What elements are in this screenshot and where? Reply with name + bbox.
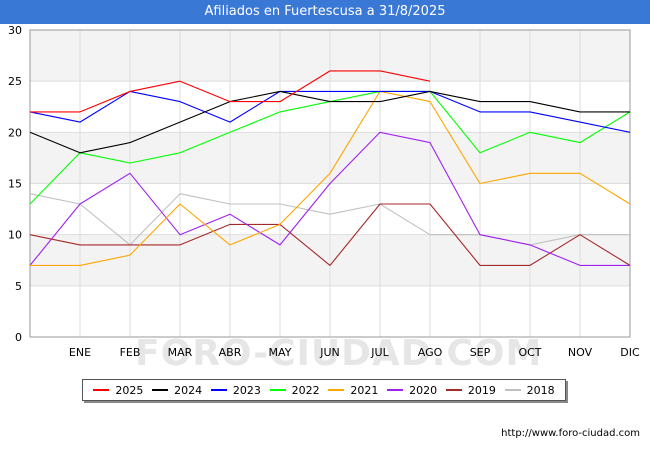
legend-swatch xyxy=(387,389,404,391)
legend-label: 2022 xyxy=(291,383,320,397)
x-tick-label: SEP xyxy=(470,346,491,359)
x-tick-label: OCT xyxy=(518,346,541,359)
legend-label: 2021 xyxy=(350,383,379,397)
legend-item-2021: 2021 xyxy=(328,384,378,397)
y-tick-label: 15 xyxy=(8,178,22,191)
x-tick-label: ABR xyxy=(219,346,242,359)
legend-label: 2025 xyxy=(115,383,144,397)
legend-swatch xyxy=(328,389,345,391)
y-tick-label: 0 xyxy=(15,331,22,344)
legend-item-2024: 2024 xyxy=(152,384,202,397)
x-tick-label: ENE xyxy=(69,346,91,359)
series-line-2024 xyxy=(29,90,630,154)
series-line-2021 xyxy=(30,90,631,266)
y-tick-label: 25 xyxy=(8,75,22,88)
series-line-2025 xyxy=(30,70,431,113)
legend-item-2023: 2023 xyxy=(210,383,261,397)
y-tick-label: 5 xyxy=(15,280,22,293)
y-tick-label: 20 xyxy=(8,126,22,139)
x-tick-label: JUN xyxy=(319,346,340,359)
legend-item-2018: 2018 xyxy=(504,383,555,397)
legend-swatch xyxy=(445,389,462,391)
legend-swatch xyxy=(504,389,521,391)
x-tick-label: JUL xyxy=(370,346,389,359)
x-tick-label: FEB xyxy=(120,346,141,359)
y-tick-label: 10 xyxy=(8,229,22,242)
legend-swatch xyxy=(210,389,227,391)
legend-label: 2023 xyxy=(232,383,261,397)
legend-label: 2018 xyxy=(526,383,555,397)
legend-swatch xyxy=(93,389,110,391)
legend-label: 2024 xyxy=(174,383,203,397)
series-line-2019 xyxy=(29,203,631,266)
plot-frame xyxy=(29,29,631,338)
x-tick-label: MAR xyxy=(168,346,193,359)
legend-label: 2020 xyxy=(409,383,438,397)
x-tick-label: NOV xyxy=(568,346,593,359)
x-tick-label: DIC xyxy=(620,346,640,359)
legend-item-2020: 2020 xyxy=(387,384,437,397)
legend-swatch xyxy=(152,389,169,391)
legend-item-2019: 2019 xyxy=(445,383,496,397)
chart-legend: 2025 2024 2023 2022 2021 2020 2019 2018 xyxy=(82,379,566,401)
x-tick-label: AGO xyxy=(418,346,443,359)
y-tick-label: 30 xyxy=(8,24,22,37)
legend-item-2025: 2025 xyxy=(93,384,143,397)
series-line-2020 xyxy=(29,131,630,266)
source-link[interactable]: http://www.foro-ciudad.com xyxy=(501,428,640,439)
chart-title: Afiliados en Fuertescusa a 31/8/2025 xyxy=(0,0,650,24)
legend-swatch xyxy=(269,389,286,391)
legend-item-2022: 2022 xyxy=(269,383,320,397)
legend-label: 2019 xyxy=(467,383,496,397)
x-tick-label: MAY xyxy=(269,346,292,359)
